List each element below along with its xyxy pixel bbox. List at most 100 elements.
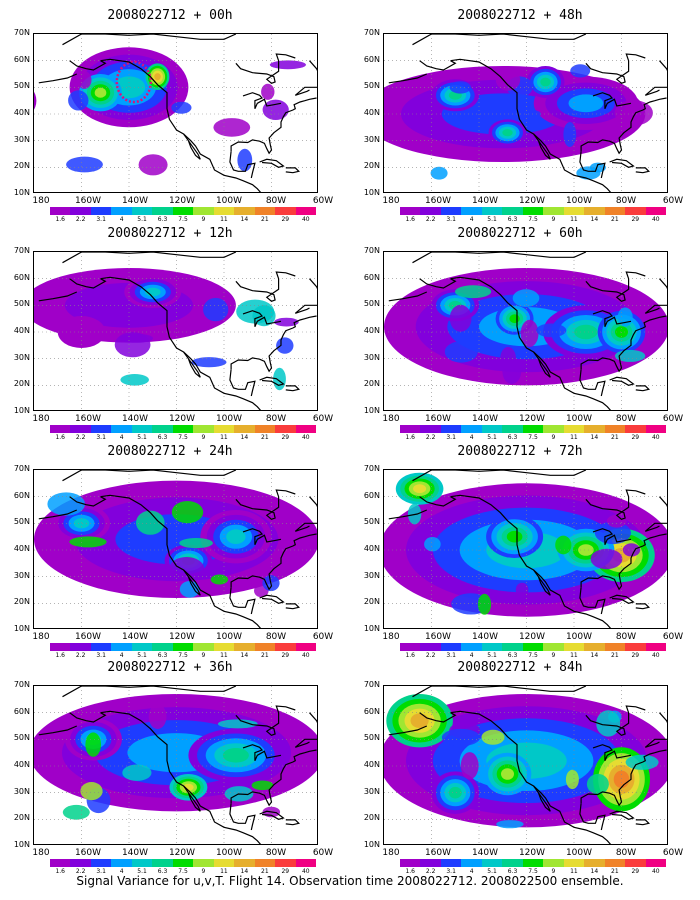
coastline (592, 92, 632, 109)
latitude-label: 10N (13, 840, 30, 849)
longitude-label: 180 (32, 848, 50, 858)
longitude-label: 140W (471, 848, 499, 858)
colorbar-swatch (254, 643, 276, 651)
colorbar-label: 11 (570, 868, 578, 875)
colorbar-label: 40 (651, 216, 660, 223)
map-panel: 2008022712 + 12h 70N 60N 50N 40N 30N 20N 10N 180… (0, 226, 340, 441)
colorbar-swatch (295, 425, 317, 433)
colorbar-label: 21 (261, 868, 269, 875)
colorbar-label: 11 (570, 434, 578, 441)
colorbar-swatch (563, 859, 585, 867)
contour-region (536, 323, 567, 338)
panel-title: 2008022712 + 12h (107, 226, 233, 241)
colorbar-label: 29 (281, 216, 290, 223)
longitude-label: 60W (662, 848, 684, 858)
colorbar-label: 40 (651, 868, 660, 875)
colorbar-label: 1.6 (405, 434, 415, 441)
contour-region (120, 374, 149, 386)
longitude-label: 120W (168, 414, 196, 424)
latitude-label: 50N (13, 733, 30, 743)
colorbar-label: 7.5 (178, 868, 188, 875)
coastline (38, 291, 78, 302)
colorbar-label: 14 (240, 216, 249, 223)
latitude-label: 10N (13, 406, 30, 415)
colorbar-swatch (295, 207, 317, 215)
colorbar-swatch (420, 643, 441, 651)
colorbar-swatch (213, 207, 235, 215)
colorbar-swatch (420, 207, 441, 215)
coastline (69, 712, 107, 723)
colorbar-swatch (625, 859, 646, 867)
contour-region (444, 341, 478, 363)
colorbar-swatch (604, 643, 626, 651)
contour-region (34, 91, 37, 110)
contour-region (586, 773, 609, 795)
coastline (294, 712, 317, 748)
colorbar-label: 3.1 (96, 868, 106, 875)
latitude-label: 50N (13, 517, 30, 527)
latitude-label: 50N (363, 81, 380, 91)
longitude-label: 140W (471, 196, 499, 206)
latitude-label: 60N (13, 272, 30, 282)
latitude-label: 70N (13, 680, 30, 689)
colorbar-label: 7.5 (528, 868, 538, 875)
colorbar-swatch (50, 425, 71, 433)
coastline (609, 158, 635, 168)
coastline (644, 278, 667, 314)
longitude-label: 140W (121, 196, 149, 206)
latitude-label: 30N (13, 134, 30, 144)
latitude-label: 10N (363, 840, 380, 849)
coastline (419, 278, 457, 289)
colorbar-label: 2.2 (425, 216, 436, 223)
colorbar-swatch (481, 643, 503, 651)
coastline (285, 167, 301, 174)
colorbar-swatch (604, 425, 626, 433)
colorbar-label: 11 (570, 652, 578, 659)
colorbar-swatch (90, 643, 112, 651)
colorbar-swatch (543, 859, 564, 867)
contour-region (237, 148, 253, 172)
figure-caption: Signal Variance for u,v,T. Flight 14. Ob… (76, 874, 624, 888)
colorbar-swatch (213, 425, 235, 433)
colorbar-label: 3.1 (96, 216, 106, 223)
colorbar-label: 4 (469, 434, 474, 441)
latitude-label: 40N (13, 326, 30, 335)
colorbar-label: 9 (551, 434, 556, 441)
contour-region (114, 332, 151, 358)
contour-region (154, 73, 161, 81)
coastline (259, 594, 285, 604)
contour-region (94, 87, 107, 98)
map-panel: 2008022712 + 60h 70N 60N 50N 40N 30N 20N 10N 180… (350, 226, 690, 441)
latitude-label: 40N (363, 326, 380, 335)
latitude-label: 50N (363, 299, 380, 309)
colorbar-label: 29 (281, 652, 290, 659)
colorbar-label: 6.3 (157, 434, 168, 441)
coastline (235, 489, 296, 520)
contour-region (448, 786, 462, 799)
colorbar (400, 643, 667, 651)
contour-region (496, 820, 524, 829)
coastline (242, 744, 282, 761)
colorbar-swatch (70, 859, 91, 867)
colorbar-label: 6.3 (507, 652, 518, 659)
coastline (579, 587, 606, 615)
coastline (62, 252, 237, 264)
colorbar-label: 29 (631, 868, 640, 875)
flight-track (115, 60, 153, 104)
contour-region (136, 510, 165, 535)
coastline (635, 385, 651, 392)
colorbar-swatch (563, 425, 585, 433)
colorbar-swatch (213, 859, 235, 867)
colorbar-label: 7.5 (178, 216, 188, 223)
colorbar-swatch (172, 859, 194, 867)
colorbar-swatch (90, 859, 112, 867)
coastline (579, 151, 606, 179)
coastline (585, 271, 646, 302)
latitude-label: 30N (13, 570, 30, 580)
colorbar-label: 7.5 (178, 652, 188, 659)
contour-region (520, 319, 539, 347)
colorbar-swatch (625, 207, 646, 215)
longitude-label: 140W (471, 632, 499, 642)
colorbar-swatch (131, 859, 153, 867)
colorbar-swatch (111, 425, 132, 433)
